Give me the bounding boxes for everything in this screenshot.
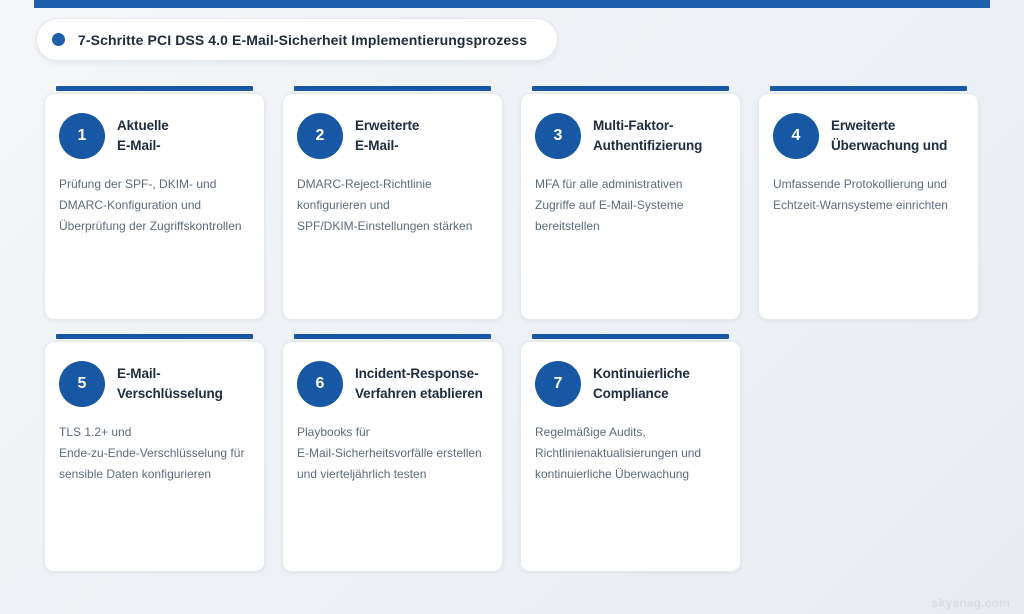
step-number-badge: 4 <box>773 113 819 159</box>
card-accent-bar <box>294 86 491 91</box>
step-description: Playbooks für E-Mail-Sicherheitsvorfälle… <box>297 425 482 481</box>
card-header: 5 E-Mail- Verschlüsselung <box>59 361 250 407</box>
step-description: DMARC-Reject-Richtlinie konfigurieren un… <box>297 177 473 233</box>
step-title: Aktuelle E-Mail- <box>117 117 169 153</box>
card-body: 2 Erweiterte E-Mail- DMARC-Reject-Richtl… <box>282 93 503 320</box>
step-number-badge: 3 <box>535 113 581 159</box>
card-body: 7 Kontinuierliche Compliance Regelmäßige… <box>520 341 741 572</box>
card-accent-bar <box>294 334 491 339</box>
card-body: 6 Incident-Response- Verfahren etabliere… <box>282 341 503 572</box>
card-header: 4 Erweiterte Überwachung und <box>773 113 964 159</box>
card-body: 3 Multi-Faktor- Authentifizierung MFA fü… <box>520 93 741 320</box>
step-description: MFA für alle administrativen Zugriffe au… <box>535 177 684 233</box>
step-card-1: 1 Aktuelle E-Mail- Prüfung der SPF-, DKI… <box>44 86 265 320</box>
step-card-7: 7 Kontinuierliche Compliance Regelmäßige… <box>520 334 741 572</box>
step-title: Multi-Faktor- Authentifizierung <box>593 117 703 153</box>
card-accent-bar <box>56 86 253 91</box>
step-number-badge: 2 <box>297 113 343 159</box>
card-accent-bar <box>770 86 967 91</box>
watermark: skysnag.com <box>931 596 1010 610</box>
card-header: 7 Kontinuierliche Compliance <box>535 361 726 407</box>
step-card-5: 5 E-Mail- Verschlüsselung TLS 1.2+ und E… <box>44 334 265 572</box>
card-accent-bar <box>532 86 729 91</box>
step-title: Kontinuierliche Compliance <box>593 365 690 401</box>
card-header: 1 Aktuelle E-Mail- <box>59 113 250 159</box>
step-number-badge: 6 <box>297 361 343 407</box>
step-title: Incident-Response- Verfahren etablieren <box>355 365 483 401</box>
step-title: E-Mail- Verschlüsselung <box>117 365 223 401</box>
step-number-badge: 1 <box>59 113 105 159</box>
card-body: 4 Erweiterte Überwachung und Umfassende … <box>758 93 979 320</box>
step-title: Erweiterte E-Mail- <box>355 117 420 153</box>
card-header: 2 Erweiterte E-Mail- <box>297 113 488 159</box>
bullet-dot-icon <box>52 33 65 46</box>
card-header: 6 Incident-Response- Verfahren etabliere… <box>297 361 488 407</box>
step-card-3: 3 Multi-Faktor- Authentifizierung MFA fü… <box>520 86 741 320</box>
step-description: Prüfung der SPF-, DKIM- und DMARC-Konfig… <box>59 177 242 233</box>
page-title-pill: 7-Schritte PCI DSS 4.0 E-Mail-Sicherheit… <box>36 18 559 61</box>
step-card-2: 2 Erweiterte E-Mail- DMARC-Reject-Richtl… <box>282 86 503 320</box>
step-description: Regelmäßige Audits, Richtlinienaktualisi… <box>535 425 702 481</box>
step-title: Erweiterte Überwachung und <box>831 117 948 153</box>
step-card-4: 4 Erweiterte Überwachung und Umfassende … <box>758 86 979 320</box>
card-accent-bar <box>532 334 729 339</box>
card-accent-bar <box>56 334 253 339</box>
card-body: 5 E-Mail- Verschlüsselung TLS 1.2+ und E… <box>44 341 265 572</box>
step-description: TLS 1.2+ und Ende-zu-Ende-Verschlüsselun… <box>59 425 245 481</box>
process-steps-grid: 1 Aktuelle E-Mail- Prüfung der SPF-, DKI… <box>44 86 980 572</box>
step-number-badge: 5 <box>59 361 105 407</box>
top-accent-rule <box>34 0 990 8</box>
card-header: 3 Multi-Faktor- Authentifizierung <box>535 113 726 159</box>
step-number-badge: 7 <box>535 361 581 407</box>
step-card-6: 6 Incident-Response- Verfahren etabliere… <box>282 334 503 572</box>
card-body: 1 Aktuelle E-Mail- Prüfung der SPF-, DKI… <box>44 93 265 320</box>
page-title: 7-Schritte PCI DSS 4.0 E-Mail-Sicherheit… <box>78 31 528 48</box>
step-description: Umfassende Protokollierung und Echtzeit-… <box>773 177 948 212</box>
